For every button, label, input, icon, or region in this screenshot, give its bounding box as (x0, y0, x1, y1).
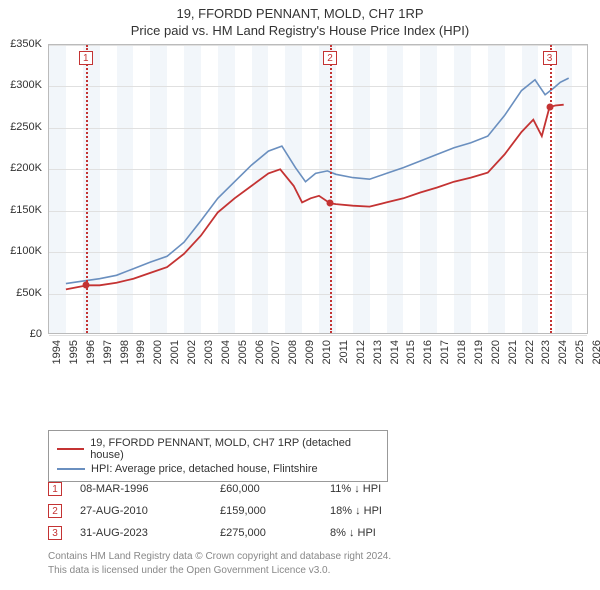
y-axis-label: £350K (0, 38, 42, 50)
x-axis-label: 1999 (135, 340, 147, 364)
attribution-line: This data is licensed under the Open Gov… (48, 564, 568, 578)
x-axis-label: 2022 (524, 340, 536, 364)
x-axis-label: 2000 (152, 340, 164, 364)
chart: 123 £0£50K£100K£150K£200K£250K£300K£350K… (48, 44, 588, 384)
x-axis-label: 2020 (490, 340, 502, 364)
chart-title-sub: Price paid vs. HM Land Registry's House … (0, 23, 600, 38)
y-axis-label: £200K (0, 162, 42, 174)
sales-row: 2 27-AUG-2010 £159,000 18% ↓ HPI (48, 500, 568, 522)
sale-marker-box: 2 (323, 51, 337, 65)
sale-marker-box: 1 (79, 51, 93, 65)
legend-swatch-hpi (57, 468, 85, 470)
legend-label-subject: 19, FFORDD PENNANT, MOLD, CH7 1RP (detac… (90, 437, 379, 461)
x-axis-label: 2009 (304, 340, 316, 364)
series-subject (66, 105, 564, 290)
sale-date: 08-MAR-1996 (80, 483, 220, 495)
sale-index-box: 2 (48, 504, 62, 518)
x-axis-label: 2025 (574, 340, 586, 364)
sale-delta: 8% ↓ HPI (330, 527, 440, 539)
sale-price: £275,000 (220, 527, 330, 539)
x-axis-label: 1996 (85, 340, 97, 364)
x-axis-label: 2021 (507, 340, 519, 364)
x-axis-label: 2023 (540, 340, 552, 364)
x-axis-label: 1994 (51, 340, 63, 364)
x-axis-label: 2016 (422, 340, 434, 364)
x-axis-label: 2013 (372, 340, 384, 364)
sale-marker-line (86, 45, 88, 333)
sale-price: £159,000 (220, 505, 330, 517)
y-axis-label: £0 (0, 328, 42, 340)
x-axis-label: 2008 (287, 340, 299, 364)
sale-marker-line (550, 45, 552, 333)
x-axis-label: 2007 (270, 340, 282, 364)
legend-swatch-subject (57, 448, 84, 450)
legend-label-hpi: HPI: Average price, detached house, Flin… (91, 463, 318, 475)
x-axis-label: 2024 (557, 340, 569, 364)
sales-row: 3 31-AUG-2023 £275,000 8% ↓ HPI (48, 522, 568, 544)
x-axis-label: 2017 (439, 340, 451, 364)
sale-index-box: 3 (48, 526, 62, 540)
attribution: Contains HM Land Registry data © Crown c… (48, 550, 568, 577)
sale-index-box: 1 (48, 482, 62, 496)
sale-marker-dot (546, 104, 553, 111)
x-axis-label: 2010 (321, 340, 333, 364)
x-axis-label: 2001 (169, 340, 181, 364)
sales-row: 1 08-MAR-1996 £60,000 11% ↓ HPI (48, 478, 568, 500)
x-axis-label: 2026 (591, 340, 600, 364)
x-axis-label: 2012 (355, 340, 367, 364)
sale-marker-line (330, 45, 332, 333)
sale-marker-dot (326, 200, 333, 207)
x-axis-label: 2018 (456, 340, 468, 364)
chart-title-block: 19, FFORDD PENNANT, MOLD, CH7 1RP Price … (0, 0, 600, 38)
sale-delta: 11% ↓ HPI (330, 483, 440, 495)
plot-area: 1 2 3 (48, 44, 588, 334)
x-axis-label: 2015 (405, 340, 417, 364)
y-axis-label: £300K (0, 79, 42, 91)
x-axis-label: 2005 (237, 340, 249, 364)
x-axis-label: 2019 (473, 340, 485, 364)
gridline (49, 335, 587, 336)
sales-table: 1 08-MAR-1996 £60,000 11% ↓ HPI 2 27-AUG… (48, 478, 568, 544)
x-axis-label: 2011 (338, 340, 350, 364)
sale-marker-box: 3 (543, 51, 557, 65)
sale-date: 27-AUG-2010 (80, 505, 220, 517)
sale-price: £60,000 (220, 483, 330, 495)
sale-delta: 18% ↓ HPI (330, 505, 440, 517)
sale-date: 31-AUG-2023 (80, 527, 220, 539)
x-axis-label: 2014 (389, 340, 401, 364)
x-axis-label: 2004 (220, 340, 232, 364)
attribution-line: Contains HM Land Registry data © Crown c… (48, 550, 568, 564)
x-axis-label: 1997 (102, 340, 114, 364)
y-axis-label: £150K (0, 204, 42, 216)
y-axis-label: £50K (0, 287, 42, 299)
series-hpi (66, 78, 569, 284)
chart-title-main: 19, FFORDD PENNANT, MOLD, CH7 1RP (0, 6, 600, 21)
sale-marker-dot (82, 282, 89, 289)
legend-row-subject: 19, FFORDD PENNANT, MOLD, CH7 1RP (detac… (57, 437, 379, 461)
plot-svg (49, 45, 589, 335)
legend-row-hpi: HPI: Average price, detached house, Flin… (57, 463, 379, 475)
x-axis-label: 2003 (203, 340, 215, 364)
y-axis-label: £100K (0, 245, 42, 257)
x-axis-label: 2002 (186, 340, 198, 364)
y-axis-label: £250K (0, 121, 42, 133)
x-axis-label: 1995 (68, 340, 80, 364)
x-axis-label: 1998 (119, 340, 131, 364)
legend: 19, FFORDD PENNANT, MOLD, CH7 1RP (detac… (48, 430, 388, 482)
x-axis-label: 2006 (254, 340, 266, 364)
